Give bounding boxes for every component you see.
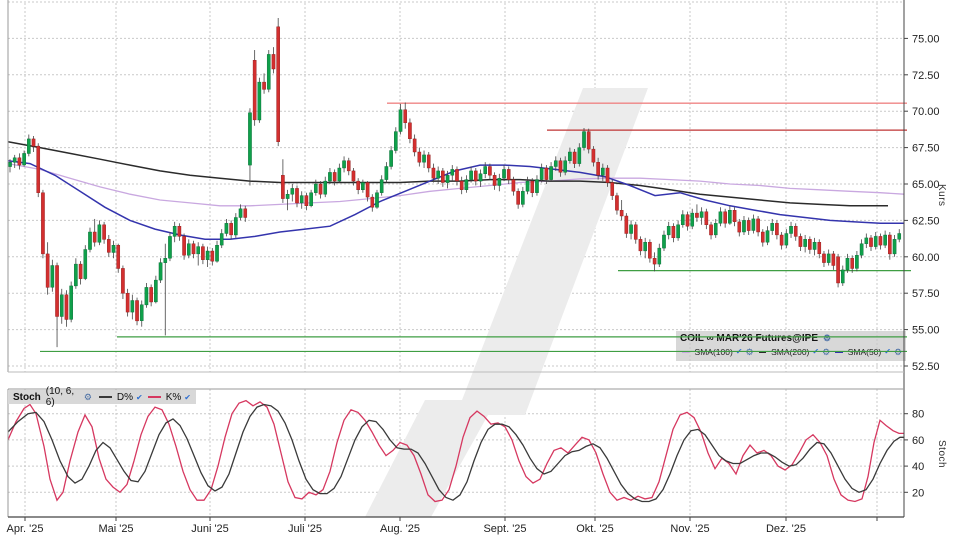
price-tick-label: 57.50 [912, 288, 940, 300]
visibility-check-icon[interactable]: ✔ [184, 392, 191, 402]
price-tick-label: 60.00 [912, 252, 940, 264]
stoch-tick-label: 60 [912, 435, 924, 447]
sma-label: SMA(200) [771, 347, 810, 357]
stoch-line-label: D% [116, 391, 134, 403]
price-tick-label: 67.50 [912, 143, 940, 155]
sma-swatch [682, 351, 690, 353]
sma-label: SMA(100) [694, 347, 733, 357]
sma-label: SMA(50) [847, 347, 882, 357]
axis-text-layer: 75.0072.5070.0067.5065.0062.5060.0057.50… [7, 33, 940, 535]
month-label: Aug. '25 [380, 523, 420, 535]
gear-icon[interactable]: ⚙ [822, 347, 831, 357]
sma200-line [7, 141, 888, 207]
instrument-legend: COIL ∞ MAR'26 Futures@IPE ⚙ SMA(100) ✔ ⚙ SM… [676, 331, 906, 361]
gear-icon[interactable]: ⚙ [893, 347, 903, 357]
price-tick-label: 62.50 [912, 215, 940, 227]
price-axis-label: Kurs [936, 184, 947, 207]
stoch-line-swatch [98, 396, 112, 398]
stoch-tick-label: 20 [912, 487, 924, 499]
stoch-line-swatch [147, 396, 161, 398]
visibility-check-icon[interactable]: ✔ [884, 347, 891, 356]
price-tick-label: 72.50 [912, 70, 940, 82]
visibility-check-icon[interactable]: ✔ [136, 392, 143, 402]
grid-layer [8, 1, 904, 517]
stoch-tick-label: 40 [912, 461, 924, 473]
price-tick-label: 52.50 [912, 361, 940, 373]
month-label: Sept. '25 [483, 523, 526, 535]
stoch-d-line [7, 403, 904, 503]
stoch-legend: Stoch (10, 6, 6) ⚙ D% ✔ K% ✔ [8, 386, 196, 408]
watermark-logo [365, 88, 648, 517]
price-tick-label: 75.00 [912, 33, 940, 45]
price-tick-label: 55.00 [912, 325, 940, 337]
sma-swatch [758, 351, 767, 353]
stoch-title: Stoch [13, 391, 41, 403]
levels-layer [40, 102, 911, 353]
stoch-tick-label: 80 [912, 409, 924, 421]
price-tick-label: 70.00 [912, 106, 940, 118]
stoch-axis-label: Stoch [936, 440, 947, 469]
visibility-check-icon[interactable]: ✔ [735, 347, 743, 356]
sma-lines [7, 141, 905, 241]
sma50-line [7, 159, 904, 241]
visibility-check-icon[interactable]: ✔ [812, 347, 820, 356]
month-label: Nov. '25 [670, 523, 709, 535]
month-label: Mai '25 [98, 523, 133, 535]
instrument-title: COIL ∞ MAR'26 Futures@IPE [680, 333, 818, 344]
candles-layer [8, 18, 902, 348]
gear-icon[interactable]: ⚙ [822, 333, 832, 343]
axis-layer [7, 0, 908, 521]
month-label: Juli '25 [288, 523, 322, 535]
gear-icon[interactable]: ⚙ [745, 347, 754, 357]
month-label: Dez. '25 [766, 523, 806, 535]
month-label: Juni '25 [191, 523, 229, 535]
stoch-k-line [7, 399, 904, 503]
month-label: Okt. '25 [576, 523, 614, 535]
month-label: Apr. '25 [7, 523, 44, 535]
gear-icon[interactable]: ⚙ [83, 391, 92, 402]
sma-swatch [835, 351, 843, 353]
sma100-line [7, 162, 905, 207]
stoch-line-label: K% [165, 391, 182, 403]
stoch-lines [7, 399, 904, 503]
stoch-params: (10, 6, 6) [45, 386, 75, 408]
